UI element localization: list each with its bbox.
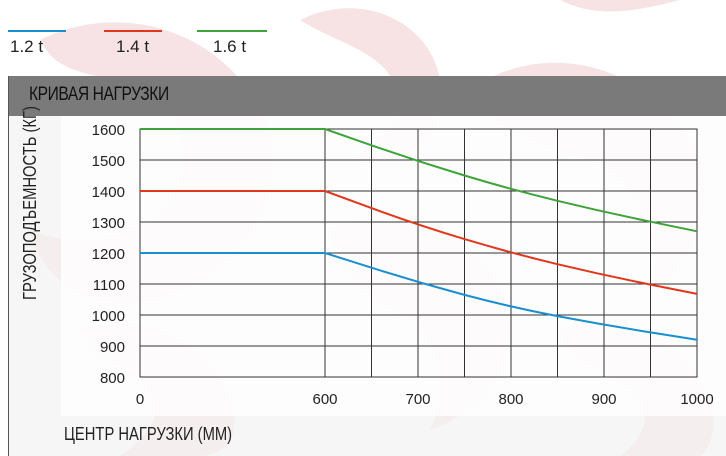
y-tick-label: 1400 <box>92 184 125 201</box>
x-tick-label: 900 <box>591 391 616 408</box>
y-tick-label: 1500 <box>92 153 125 170</box>
legend-swatch-blue <box>8 30 66 32</box>
x-tick-label: 1000 <box>680 391 713 408</box>
y-tick-label: 900 <box>100 339 125 356</box>
series-line-1-2-t <box>140 252 698 341</box>
plot-area-background <box>61 116 726 416</box>
x-tick-label: 600 <box>312 391 337 408</box>
legend-label: 1.4 t <box>116 37 150 56</box>
y-tick-label: 800 <box>100 370 125 387</box>
y-tick-label: 1200 <box>92 246 125 263</box>
y-tick-label: 1100 <box>93 277 125 294</box>
x-axis-title: ЦЕНТР НАГРУЗКИ (ММ) <box>64 424 233 444</box>
chart-header: КРИВАЯ НАГРУЗКИ <box>9 76 726 116</box>
series-line-1-4-t <box>140 190 698 295</box>
y-tick-label: 1600 <box>92 122 125 139</box>
legend: 1.2 t 1.4 t 1.6 t <box>0 0 726 66</box>
y-tick-label: 1300 <box>92 215 125 232</box>
x-tick-label: 800 <box>498 391 523 408</box>
legend-label: 1.2 t <box>10 37 44 56</box>
legend-swatch-red <box>104 30 162 32</box>
x-tick-label: 700 <box>405 391 430 408</box>
x-tick-label: 0 <box>136 391 144 408</box>
legend-swatch-green <box>197 30 267 32</box>
chart-title: КРИВАЯ НАГРУЗКИ <box>29 84 169 105</box>
y-tick-label: 1000 <box>92 308 125 325</box>
series-line-1-6-t <box>140 128 698 233</box>
legend-label: 1.6 t <box>213 37 247 56</box>
